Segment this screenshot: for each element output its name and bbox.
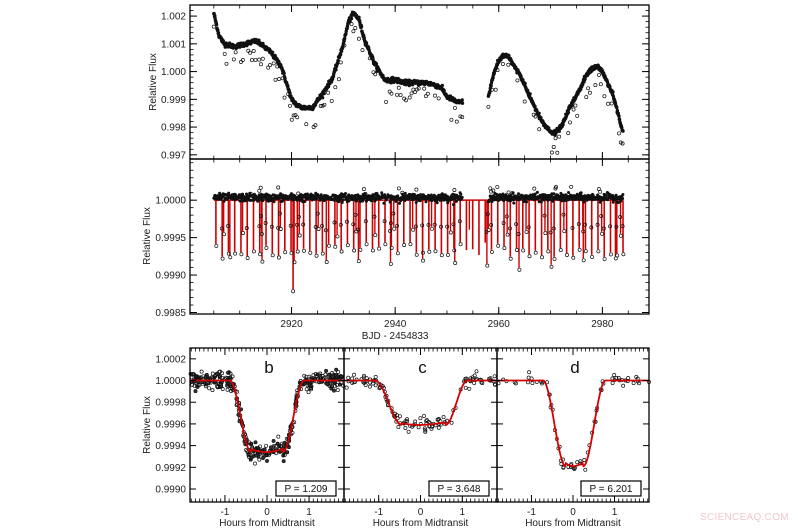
x-tick-label: -1 [220,507,229,518]
period-label: P = 1.209 [285,484,328,495]
transit-model-curve [344,379,497,427]
x-tick-label: -1 [527,507,536,518]
y-tick-label: 1.0000 [155,196,186,207]
x-tick-label: 1 [612,507,618,518]
y-tick-label: 1.0000 [155,376,186,387]
x-axis-label: Hours from Midtransit [525,518,621,529]
panel-b-phase-folded: 0.9990 0.9992 0.9994 0.9996 0.9998 1.0000 1.00… [142,347,346,529]
x-tick-label: 0 [418,507,424,518]
top-panel-raw-light-curve: 0.997 0.998 0.999 1.000 1.001 1.002 Relative F… [148,4,650,161]
y-tick-label: 1.000 [161,67,186,78]
x-tick-label: -1 [374,507,383,518]
planet-label: d [570,358,579,377]
period-label: P = 6.201 [590,484,633,495]
y-tick-label: 0.9990 [155,484,186,495]
y-tick-label: 0.998 [161,123,186,134]
period-box [580,480,642,497]
y-tick-label: 1.0002 [155,354,186,365]
y-tick-label: 1.001 [161,39,186,50]
transit-model-curve [190,379,344,454]
y-tick-label: 0.9992 [155,463,186,474]
x-tick-label: 0 [570,507,576,518]
x-tick-label: 2960 [488,319,511,330]
y-tick-label: 0.9998 [155,398,186,409]
y-tick-label: 0.999 [161,95,186,106]
y-tick-label: 0.9985 [155,308,186,319]
watermark: SCIENCEAQ.COM [700,512,789,523]
y-tick-label: 1.002 [161,12,186,23]
y-tick-label: 0.9994 [155,441,186,452]
y-tick-label: 0.997 [161,150,186,161]
y-axis-label: Relative Flux [142,396,153,454]
y-tick-label: 0.9990 [155,271,186,282]
period-box [275,480,337,497]
y-tick-label: 0.9996 [155,419,186,430]
y-axis-label: Relative Flux [148,53,159,111]
planet-label: c [418,358,427,377]
plot-frame [189,158,650,315]
planet-label: b [264,358,273,377]
x-axis-label: Hours from Midtransit [219,518,315,529]
middle-panel-detrended-light-curve: 0.9985 0.9990 0.9995 1.0000 2920 2940 2960 2980… [142,158,650,342]
x-tick-label: 2940 [384,319,407,330]
x-tick-label: 1 [306,507,312,518]
x-axis-label: Hours from Midtransit [373,518,469,529]
x-tick-label: 0 [264,507,270,518]
y-axis-label: Relative Flux [142,207,153,265]
x-tick-label: 2920 [280,319,303,330]
transit-model-curve [497,379,649,468]
x-tick-label: 2980 [591,319,614,330]
period-label: P = 3.648 [438,484,481,495]
x-tick-label: 1 [460,507,466,518]
y-tick-label: 0.9995 [155,233,186,244]
transit-model-red [213,199,624,290]
x-axis-label: BJD - 2454833 [362,331,429,342]
period-box [428,480,490,497]
